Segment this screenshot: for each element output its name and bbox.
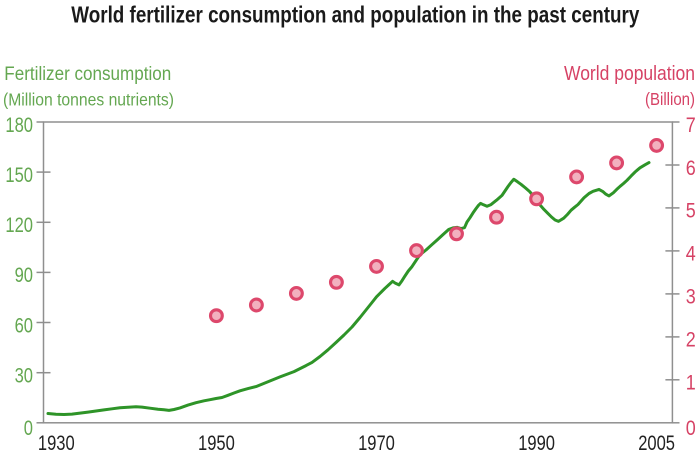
svg-text:(Million tonnes nutrients): (Million tonnes nutrients) [3,89,174,109]
svg-text:5: 5 [686,199,696,223]
svg-text:World fertilizer consumption a: World fertilizer consumption and populat… [71,1,639,27]
svg-text:0: 0 [24,416,33,440]
svg-text:Fertilizer consumption: Fertilizer consumption [4,64,171,85]
svg-text:150: 150 [5,163,33,187]
svg-text:1990: 1990 [518,431,555,455]
svg-text:World population: World population [564,63,695,85]
svg-text:1: 1 [686,371,696,395]
svg-text:180: 180 [5,113,33,137]
svg-text:1930: 1930 [38,431,75,455]
svg-text:7: 7 [686,113,696,137]
svg-text:3: 3 [686,285,696,309]
svg-text:0: 0 [686,416,696,440]
svg-text:2005: 2005 [638,431,675,455]
svg-text:2: 2 [686,328,696,352]
svg-text:30: 30 [15,364,33,388]
svg-text:90: 90 [15,263,33,287]
svg-text:4: 4 [686,242,696,266]
svg-text:1970: 1970 [358,431,395,455]
svg-text:(Billion): (Billion) [645,89,695,109]
svg-text:60: 60 [15,313,33,337]
svg-text:6: 6 [686,156,696,180]
svg-text:1950: 1950 [198,431,235,455]
svg-text:120: 120 [5,213,33,237]
